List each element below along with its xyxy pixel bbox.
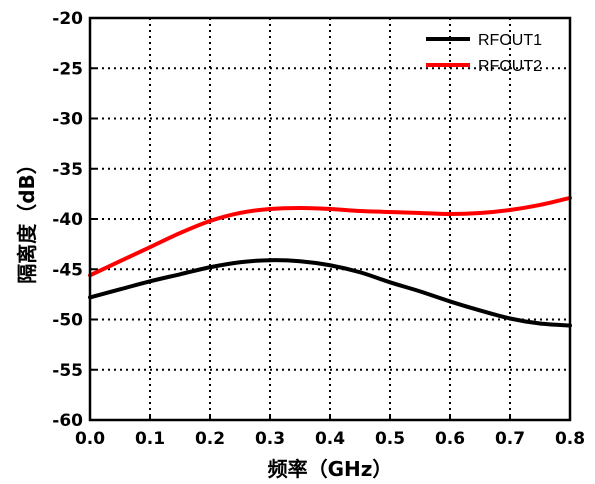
legend-label-rfout2: RFOUT2	[478, 58, 542, 75]
x-tick-label: 0.4	[315, 429, 345, 449]
x-tick-label: 0.6	[435, 429, 465, 449]
legend-label-rfout1: RFOUT1	[478, 32, 542, 49]
y-tick-label: -60	[52, 411, 83, 431]
y-tick-label: -25	[52, 59, 83, 79]
x-tick-label: 0.5	[375, 429, 405, 449]
y-tick-label: -35	[52, 160, 83, 180]
y-tick-label: -30	[52, 110, 83, 130]
x-tick-label: 0.0	[75, 429, 105, 449]
x-tick-label: 0.8	[555, 429, 585, 449]
grid	[90, 18, 570, 420]
ticks: 0.0 0.1 0.2 0.3 0.4 0.5 0.6 0.7 0.8 -60 -55 -50 -45 -…	[52, 9, 585, 449]
x-tick-label: 0.1	[135, 429, 165, 449]
series-line-rfout2	[88, 195, 572, 278]
y-tick-label: -40	[52, 210, 83, 230]
x-tick-label: 0.7	[495, 429, 525, 449]
y-tick-label: -55	[52, 361, 83, 381]
x-tick-label: 0.2	[195, 429, 225, 449]
y-tick-label: -50	[52, 311, 83, 331]
y-tick-label: -45	[52, 260, 83, 280]
series-lines	[88, 195, 572, 328]
y-tick-label: -20	[52, 9, 83, 29]
series-line-rfout1	[88, 258, 572, 328]
x-tick-label: 0.3	[255, 429, 285, 449]
legend: RFOUT1 RFOUT2	[426, 32, 542, 75]
x-axis-title: 频率（GHz）	[268, 457, 393, 481]
y-axis-title: 隔离度（dB）	[15, 154, 39, 284]
